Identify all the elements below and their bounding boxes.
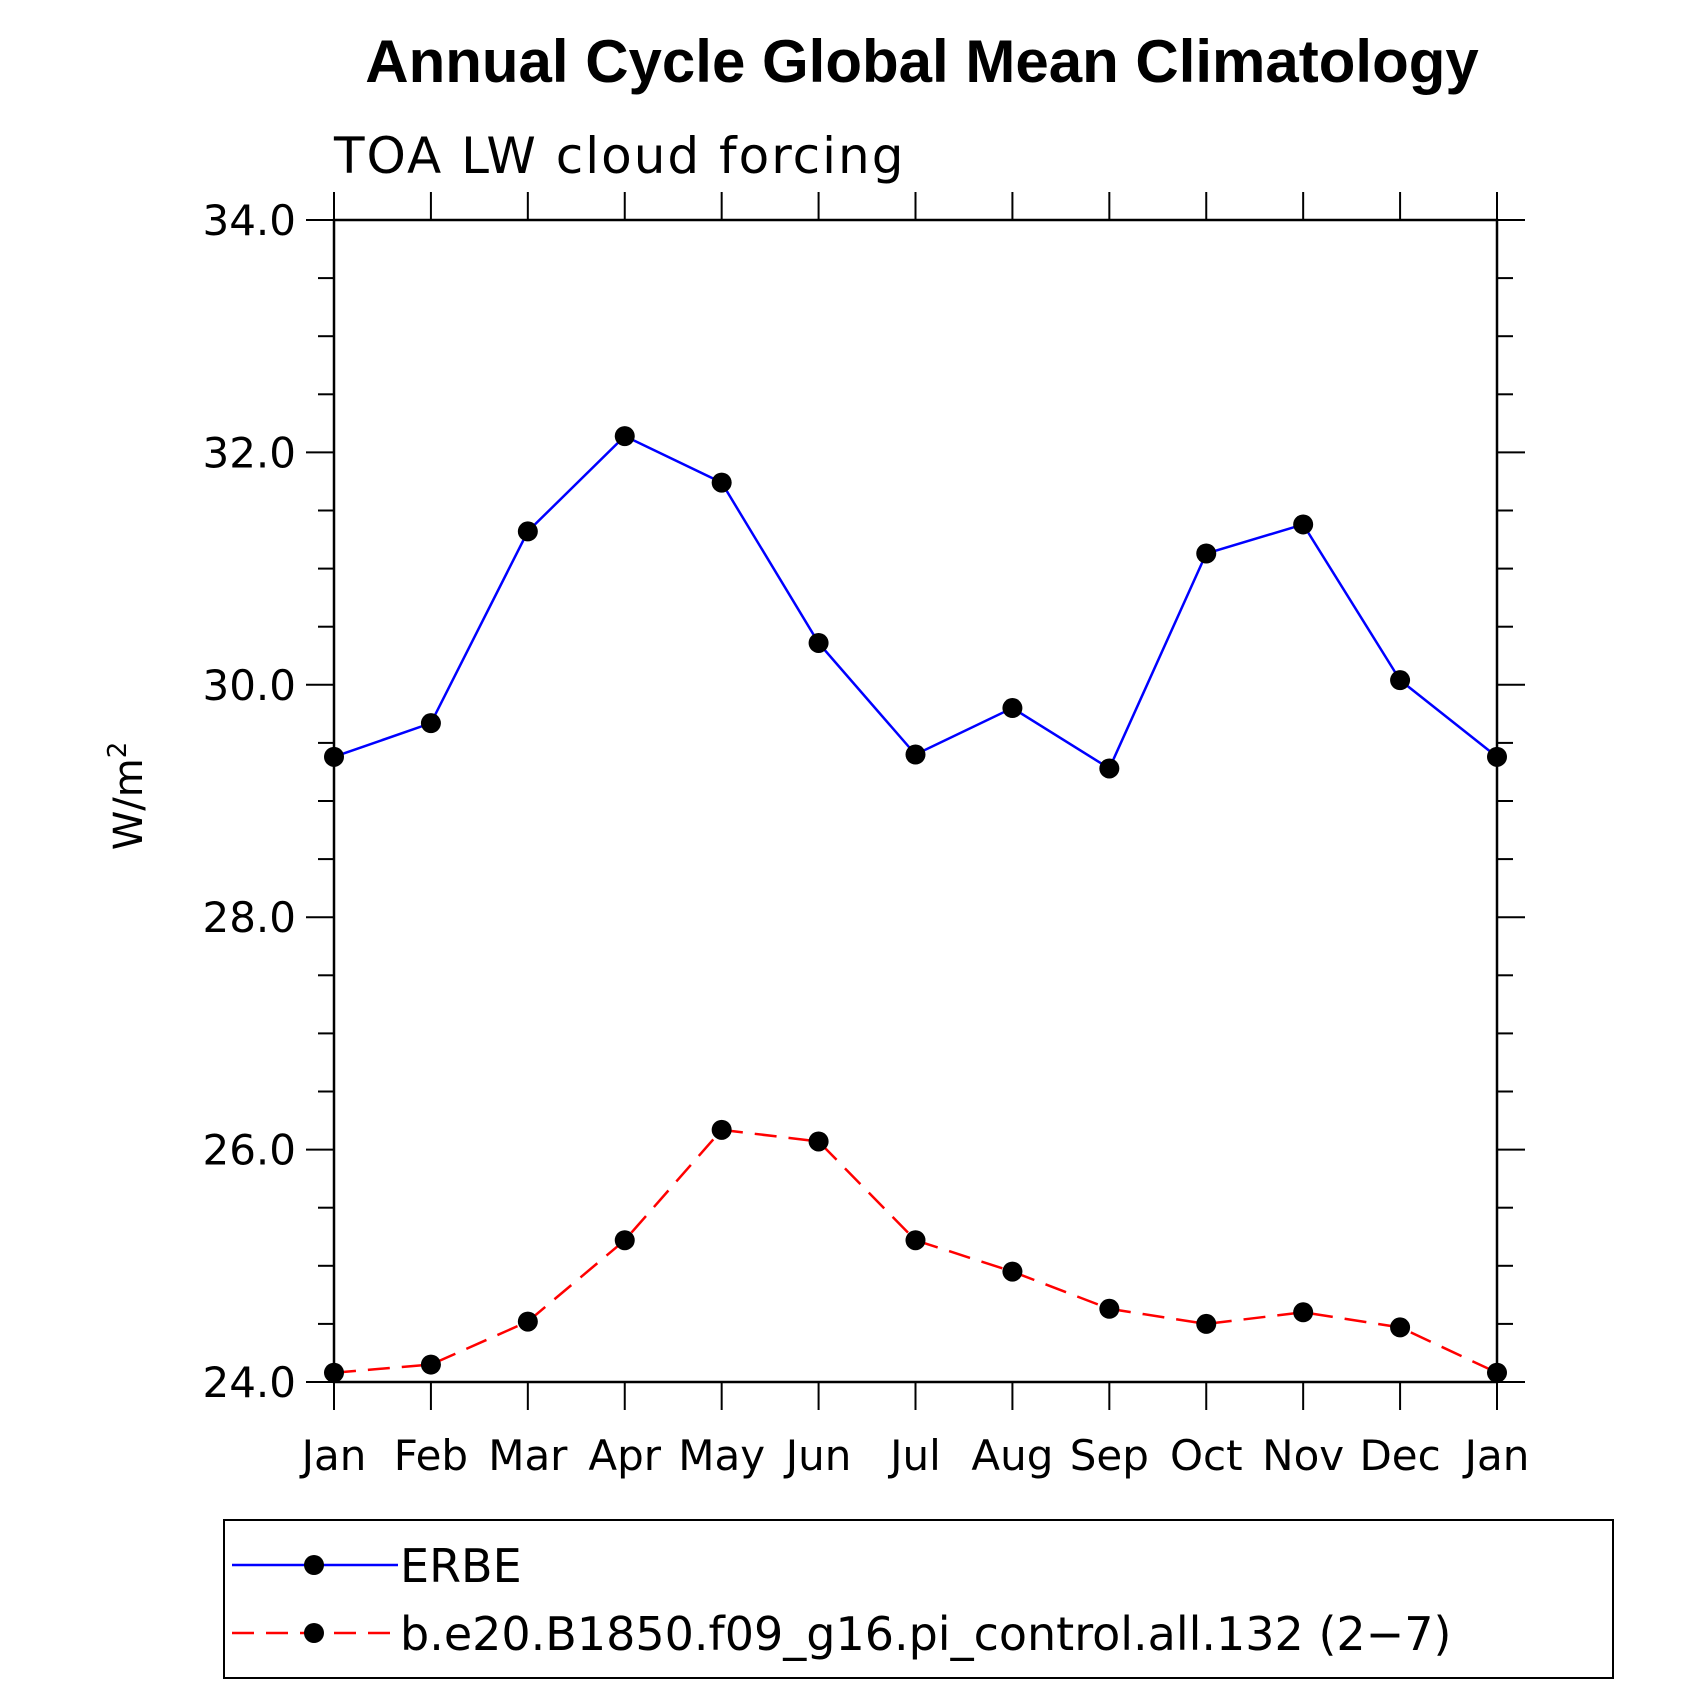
data-point-2 <box>1002 1261 1023 1282</box>
plot-axes: 24.0 26.0 28.0 30.0 32.0 34.0 Jan Feb Mar Apr May J… <box>202 192 1529 1480</box>
x-tick-label: Jan <box>299 1431 367 1480</box>
data-point-2 <box>614 1230 635 1251</box>
y-tick-label: 24.0 <box>202 1358 296 1407</box>
x-tick-label: Mar <box>488 1431 568 1480</box>
chart-subtitle: TOA LW cloud forcing <box>333 127 905 185</box>
x-tick-label: Aug <box>971 1431 1053 1480</box>
data-point-1 <box>614 426 635 447</box>
x-tick-label: Jun <box>783 1431 852 1480</box>
y-tick-label: 30.0 <box>202 661 296 710</box>
data-point-2 <box>517 1311 538 1332</box>
x-tick-label: Feb <box>394 1431 468 1480</box>
data-point-1 <box>1099 758 1120 779</box>
data-point-2 <box>1390 1317 1411 1338</box>
data-point-2 <box>905 1230 926 1251</box>
chart-title: Annual Cycle Global Mean Climatology <box>365 28 1479 95</box>
data-point-2 <box>1293 1302 1314 1323</box>
series-line-2 <box>333 1128 1498 1374</box>
legend-marker-1 <box>304 1555 324 1575</box>
legend-label-2: b.e20.B1850.f09_g16.pi_control.all.132 (… <box>400 1607 1451 1661</box>
data-point-2 <box>711 1119 732 1140</box>
data-point-1 <box>1196 543 1217 564</box>
legend-label-1: ERBE <box>400 1539 522 1593</box>
x-tick-label: May <box>678 1431 765 1480</box>
data-point-1 <box>711 472 732 493</box>
data-point-2 <box>420 1354 441 1375</box>
y-tick-label: 34.0 <box>202 196 296 245</box>
x-tick-label: Dec <box>1359 1431 1440 1480</box>
legend-box <box>223 1519 1614 1679</box>
x-tick-label: Apr <box>588 1431 661 1480</box>
y-tick-label: 32.0 <box>202 428 296 477</box>
y-axis-label-text: W/m <box>106 758 152 850</box>
data-point-1 <box>808 632 829 653</box>
y-axis-label: W/m2 <box>103 742 152 851</box>
legend: ERBE b.e20.B1850.f09_g16.pi_control.all.1… <box>223 1519 1614 1679</box>
data-point-1 <box>517 521 538 542</box>
legend-marker-2 <box>304 1623 324 1643</box>
series-layer <box>324 426 1507 1383</box>
plot-frame <box>332 218 1499 1384</box>
x-tick-label: Sep <box>1070 1431 1149 1480</box>
data-point-2 <box>1487 1362 1507 1383</box>
data-point-1 <box>905 744 926 765</box>
y-tick-label: 26.0 <box>202 1126 296 1175</box>
x-tick-label: Nov <box>1262 1431 1344 1480</box>
y-axis-label-superscript: 2 <box>103 742 133 759</box>
data-point-2 <box>324 1362 344 1383</box>
svg-text:W/m2: W/m2 <box>103 742 152 851</box>
data-point-1 <box>1390 670 1411 691</box>
data-point-1 <box>1002 698 1023 719</box>
data-point-1 <box>420 713 441 734</box>
data-point-2 <box>1196 1313 1217 1334</box>
x-tick-label: Jul <box>887 1431 941 1480</box>
data-point-2 <box>1099 1298 1120 1319</box>
data-point-1 <box>1487 746 1507 767</box>
series-line-1 <box>333 434 1498 771</box>
data-point-1 <box>1293 514 1314 535</box>
data-point-1 <box>324 746 344 767</box>
x-tick-label: Jan <box>1462 1431 1530 1480</box>
x-tick-label: Oct <box>1170 1431 1243 1480</box>
y-tick-label: 28.0 <box>202 893 296 942</box>
data-point-2 <box>808 1131 829 1152</box>
